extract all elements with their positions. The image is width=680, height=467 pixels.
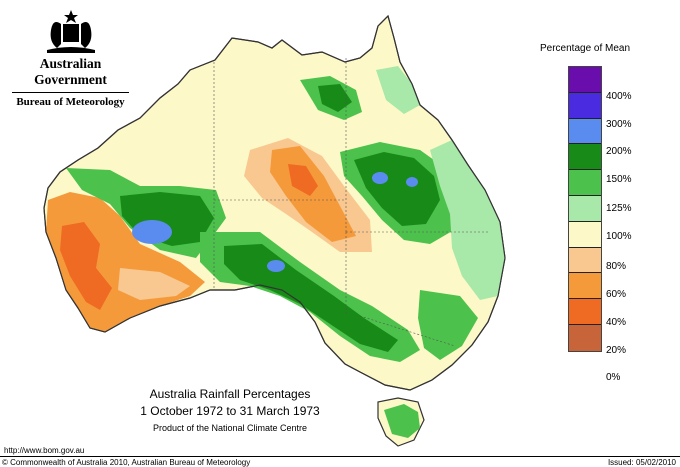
legend-swatch-80 [569,221,601,248]
region-west-lake [132,220,172,244]
map-credit: Product of the National Climate Centre [152,423,308,433]
legend-label: 40% [606,317,627,328]
region-northeast-wet [376,66,420,114]
region-south-very-wet [224,244,398,352]
legend-label: 150% [606,174,632,185]
map-period: 1 October 1972 to 31 March 1973 [140,404,320,418]
legend-swatch-150 [569,144,601,171]
legend-label: 80% [606,261,627,272]
state-borders [213,58,490,347]
legend-label: 400% [606,91,632,102]
legend-swatch-200 [569,118,601,145]
copyright-notice: © Commonwealth of Australia 2010, Austra… [2,458,251,467]
region-south-lake [267,260,285,272]
border-nsw-vic [359,315,456,347]
region-north-very-wet [318,84,352,112]
region-east-lake [372,172,388,184]
australia-rainfall-map [43,14,506,447]
legend-label: 60% [606,289,627,300]
region-west-very-dry [60,222,112,310]
legend-label: 200% [606,146,632,157]
legend-label: 100% [606,231,632,242]
coat-of-arms-icon [46,10,95,53]
government-logo: Australian Government Bureau of Meteorol… [8,8,133,108]
legend-label: 0% [606,372,621,383]
website-link[interactable]: http://www.bom.gov.au [4,446,85,455]
region-west-light [118,268,190,300]
legend-swatch-60 [569,247,601,274]
legend-swatch-400 [569,67,601,93]
region-east-very-wet [354,152,440,226]
issued-date: Issued: 05/02/2010 [607,458,676,467]
mainland-coastline [43,14,506,391]
region-central-driest [288,164,318,196]
legend-swatch-20 [569,299,601,325]
legend-swatch-100 [569,195,601,222]
legend-swatch-125 [569,170,601,196]
region-east-lake-2 [406,177,418,187]
region-tasmania-wet [384,404,420,438]
logo-divider [12,92,129,93]
legend-label: 20% [606,345,627,356]
map-title: Australia Rainfall Percentages [149,387,311,401]
region-east-coast [430,140,505,300]
legend-swatch-0 [569,324,601,351]
legend-title: Percentage of Mean [540,43,631,54]
bureau-name: Bureau of Meteorology [16,96,125,108]
legend-label: 125% [606,203,632,214]
legend-swatch-40 [569,273,601,300]
legend-label: 300% [606,119,632,130]
legend-swatch-300 [569,92,601,119]
region-southeast-wet [418,290,478,360]
government-name: Australian Government [34,56,107,87]
legend-color-bar [568,66,602,352]
footer-divider [0,456,680,457]
